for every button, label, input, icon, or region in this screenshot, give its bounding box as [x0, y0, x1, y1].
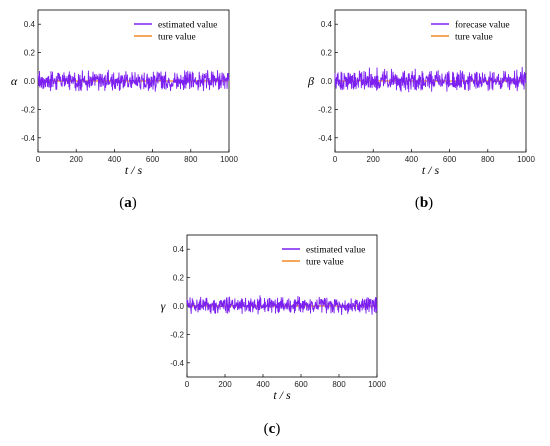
y-tick-label: 0.0 [321, 77, 333, 86]
chart-panel-b: -0.4 -0.2 0.0 0.2 0.4 0 200 400 600 800 1000 t / s β… [307, 9, 535, 211]
panel-caption: (c) [264, 421, 281, 437]
chart-panel-c: -0.4 -0.2 0.0 0.2 0.4 0 200 400 600 800 1000 t / s γ… [161, 234, 386, 437]
chart-panel-a: -0.4 -0.2 0.0 0.2 0.4 0 200 400 600 800 1000 t / s α… [11, 9, 238, 211]
x-tick-label: 0 [36, 155, 41, 164]
legend-label: ture value [306, 258, 344, 268]
legend-label: estimated value [306, 246, 365, 256]
y-tick-label: 0.2 [24, 49, 36, 58]
y-tick-label: 0.4 [24, 20, 36, 29]
y-tick-label: -0.4 [170, 359, 184, 368]
legend-label: forecase value [455, 20, 510, 31]
x-tick-label: 400 [405, 155, 419, 164]
x-tick-label: 1000 [220, 155, 238, 164]
x-tick-label: 800 [184, 155, 198, 164]
x-tick-label: 1000 [368, 380, 386, 389]
x-tick-label: 600 [443, 155, 457, 164]
x-tick-label: 0 [185, 380, 190, 389]
y-tick-label: 0.4 [321, 20, 333, 29]
x-tick-label: 600 [146, 155, 160, 164]
y-tick-label: 0.4 [173, 245, 185, 254]
panel-caption: (b) [415, 195, 433, 211]
x-tick-label: 800 [332, 380, 346, 389]
x-tick-label: 800 [481, 155, 495, 164]
y-tick-label: 0.0 [24, 77, 36, 86]
y-tick-label: -0.2 [170, 330, 184, 339]
legend-label: estimated value [158, 21, 217, 31]
legend-label: ture value [158, 33, 196, 43]
x-tick-label: 200 [367, 155, 381, 164]
y-tick-label: 0.0 [173, 302, 185, 311]
y-tick-label: -0.2 [21, 105, 35, 114]
x-tick-label: 400 [256, 380, 270, 389]
y-axis-label: β [307, 74, 314, 88]
x-axis-label: t / s [273, 388, 291, 402]
series-line-estimated [186, 295, 378, 316]
y-tick-label: 0.2 [173, 274, 185, 283]
y-tick-label: -0.2 [318, 105, 332, 114]
series-line-estimated [37, 69, 230, 92]
x-axis-label: t / s [422, 163, 440, 177]
x-axis-label: t / s [125, 163, 143, 177]
y-tick-label: 0.2 [321, 49, 333, 58]
x-tick-label: 200 [218, 380, 232, 389]
y-axis-label: α [11, 74, 18, 88]
x-tick-label: 0 [333, 155, 338, 164]
x-tick-label: 200 [70, 155, 84, 164]
x-tick-label: 400 [108, 155, 122, 164]
y-tick-label: -0.4 [318, 134, 332, 143]
y-axis-label: γ [161, 299, 166, 313]
series-line-estimated [334, 66, 527, 93]
x-tick-label: 600 [294, 380, 308, 389]
panel-caption: (a) [119, 195, 137, 211]
y-tick-label: -0.4 [21, 134, 35, 143]
legend-label: ture value [455, 33, 493, 43]
x-tick-label: 1000 [517, 155, 535, 164]
